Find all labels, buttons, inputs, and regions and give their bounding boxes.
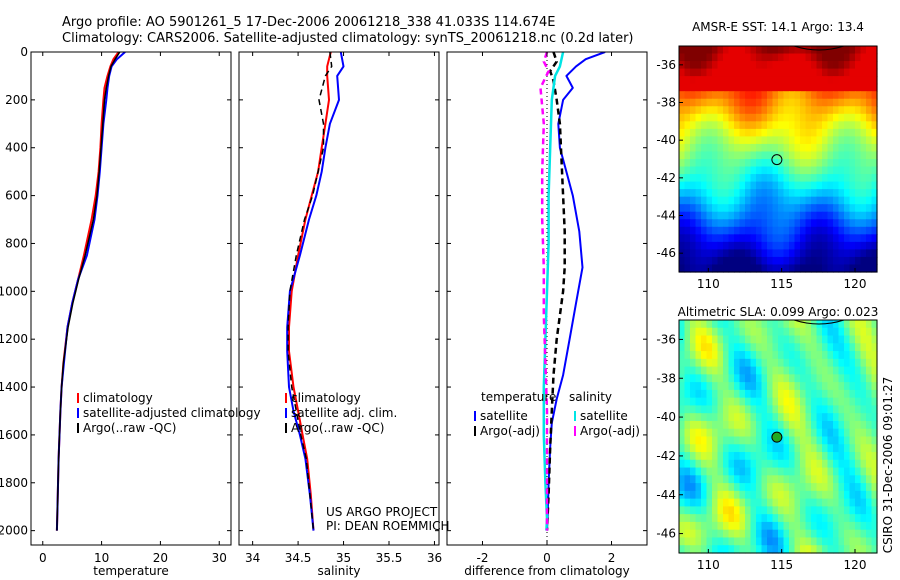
plot-frame [30,51,232,546]
x-tick-label: -2 [476,551,488,565]
series-line-temperature-2 [56,52,121,531]
y-tick-label: -38 [656,96,676,110]
x-tick-label: 30 [212,551,227,565]
x-tick-label: 110 [697,558,720,572]
y-tick-label: -42 [656,171,676,185]
legend-label: satellite adj. clim. [291,406,397,420]
y-tick-label: -40 [656,410,676,424]
argo-marker [771,154,783,166]
figure-title-line1: Argo profile: AO 5901261_5 17-Dec-2006 2… [62,15,556,30]
y-tick-label: 1400 [0,380,28,394]
y-tick-label: -42 [656,449,676,463]
x-tick-label: 120 [844,558,867,572]
coastline [793,45,845,51]
series-line-difference-2 [542,52,565,531]
x-tick-label: 10 [94,551,109,565]
legend-label: climatology [291,391,361,405]
y-tick-label: -36 [656,58,676,72]
panel-salinity: 34 34.5 35 35.5 36 salinity climatologysatelli… [238,51,449,578]
map-field [679,46,878,273]
y-tick-label: 1000 [0,284,28,298]
x-tick-label: 0 [39,551,47,565]
x-tick-label: 20 [153,551,168,565]
series-line-difference-1 [545,52,566,531]
y-tick-label: 400 [5,141,28,155]
series-line-salinity-2 [287,52,333,531]
y-tick-label: -38 [656,371,676,385]
legend-title-temperature: temperature [481,390,556,404]
legend-label: climatology [83,391,153,405]
x-tick-label: 115 [770,277,793,291]
map-title: Altimetric SLA: 0.099 Argo: 0.023 [678,305,879,319]
coastline [793,319,845,325]
legend-label: Argo(-adj) [480,424,540,438]
map-frame [678,45,878,273]
map-title: AMSR-E SST: 14.1 Argo: 13.4 [692,20,864,34]
map-frame [678,319,878,554]
y-tick-label: -44 [656,488,676,502]
panel-temperature: 0 10 20 30 0 200 400 600 800 1000 1200 1400 1600 1800… [0,45,261,578]
y-tick-label: 1200 [0,332,28,346]
x-axis-label: difference from climatology [464,564,630,578]
map-field [679,320,878,554]
y-tick-label: 200 [5,93,28,107]
legend-label: satellite [580,409,628,423]
legend-label: Argo(..raw -QC) [291,421,384,435]
y-tick-label: 600 [5,189,28,203]
y-tick-label: 2000 [0,524,28,538]
series-line-temperature-1 [55,52,126,531]
x-tick-label: 34.5 [285,551,312,565]
series-line-salinity-0 [288,52,332,531]
legend-title-salinity: salinity [569,390,612,404]
x-axis-label: salinity [317,564,360,578]
y-tick-label: 0 [20,45,28,59]
legend-label: Argo(..raw -QC) [83,421,176,435]
legend-label: Argo(-adj) [580,424,640,438]
figure-title-line2: Climatology: CARS2006. Satellite-adjuste… [62,31,634,46]
panel-sst_map: AMSR-E SST: 14.1 Argo: 13.4 110 115 120 -36 -… [656,20,878,291]
plot-frame [238,51,440,546]
y-tick-label: -36 [656,332,676,346]
series-line-difference-0 [546,52,606,531]
x-tick-label: 120 [844,277,867,291]
series-line-difference-3 [539,52,550,531]
x-tick-label: 35 [336,551,351,565]
y-tick-label: -46 [656,246,676,260]
y-tick-label: -44 [656,209,676,223]
argo-marker [771,431,783,443]
series-line-salinity-1 [286,52,345,531]
series-line-temperature-0 [55,52,120,531]
legend-label: satellite [480,409,528,423]
annotation-text: US ARGO PROJECT [326,505,438,519]
y-tick-label: -40 [656,133,676,147]
x-tick-label: 0 [543,551,551,565]
x-tick-label: 2 [608,551,616,565]
x-tick-label: 110 [697,277,720,291]
y-tick-label: 800 [5,236,28,250]
timestamp-label: CSIRO 31-Dec-2006 09:01:27 [881,377,895,554]
panel-sla_map: Altimetric SLA: 0.099 Argo: 0.023 110 115 1… [656,305,878,572]
y-tick-label: 1800 [0,476,28,490]
x-axis-label: temperature [93,564,168,578]
x-tick-label: 35.5 [376,551,403,565]
annotation-text: PI: DEAN ROEMMICH [326,519,449,533]
x-tick-label: 34 [245,551,260,565]
legend-label: satellite-adjusted climatology [83,406,261,420]
y-tick-label: -46 [656,527,676,541]
x-tick-label: 115 [770,558,793,572]
y-tick-label: 1600 [0,428,28,442]
x-tick-label: 36 [427,551,442,565]
